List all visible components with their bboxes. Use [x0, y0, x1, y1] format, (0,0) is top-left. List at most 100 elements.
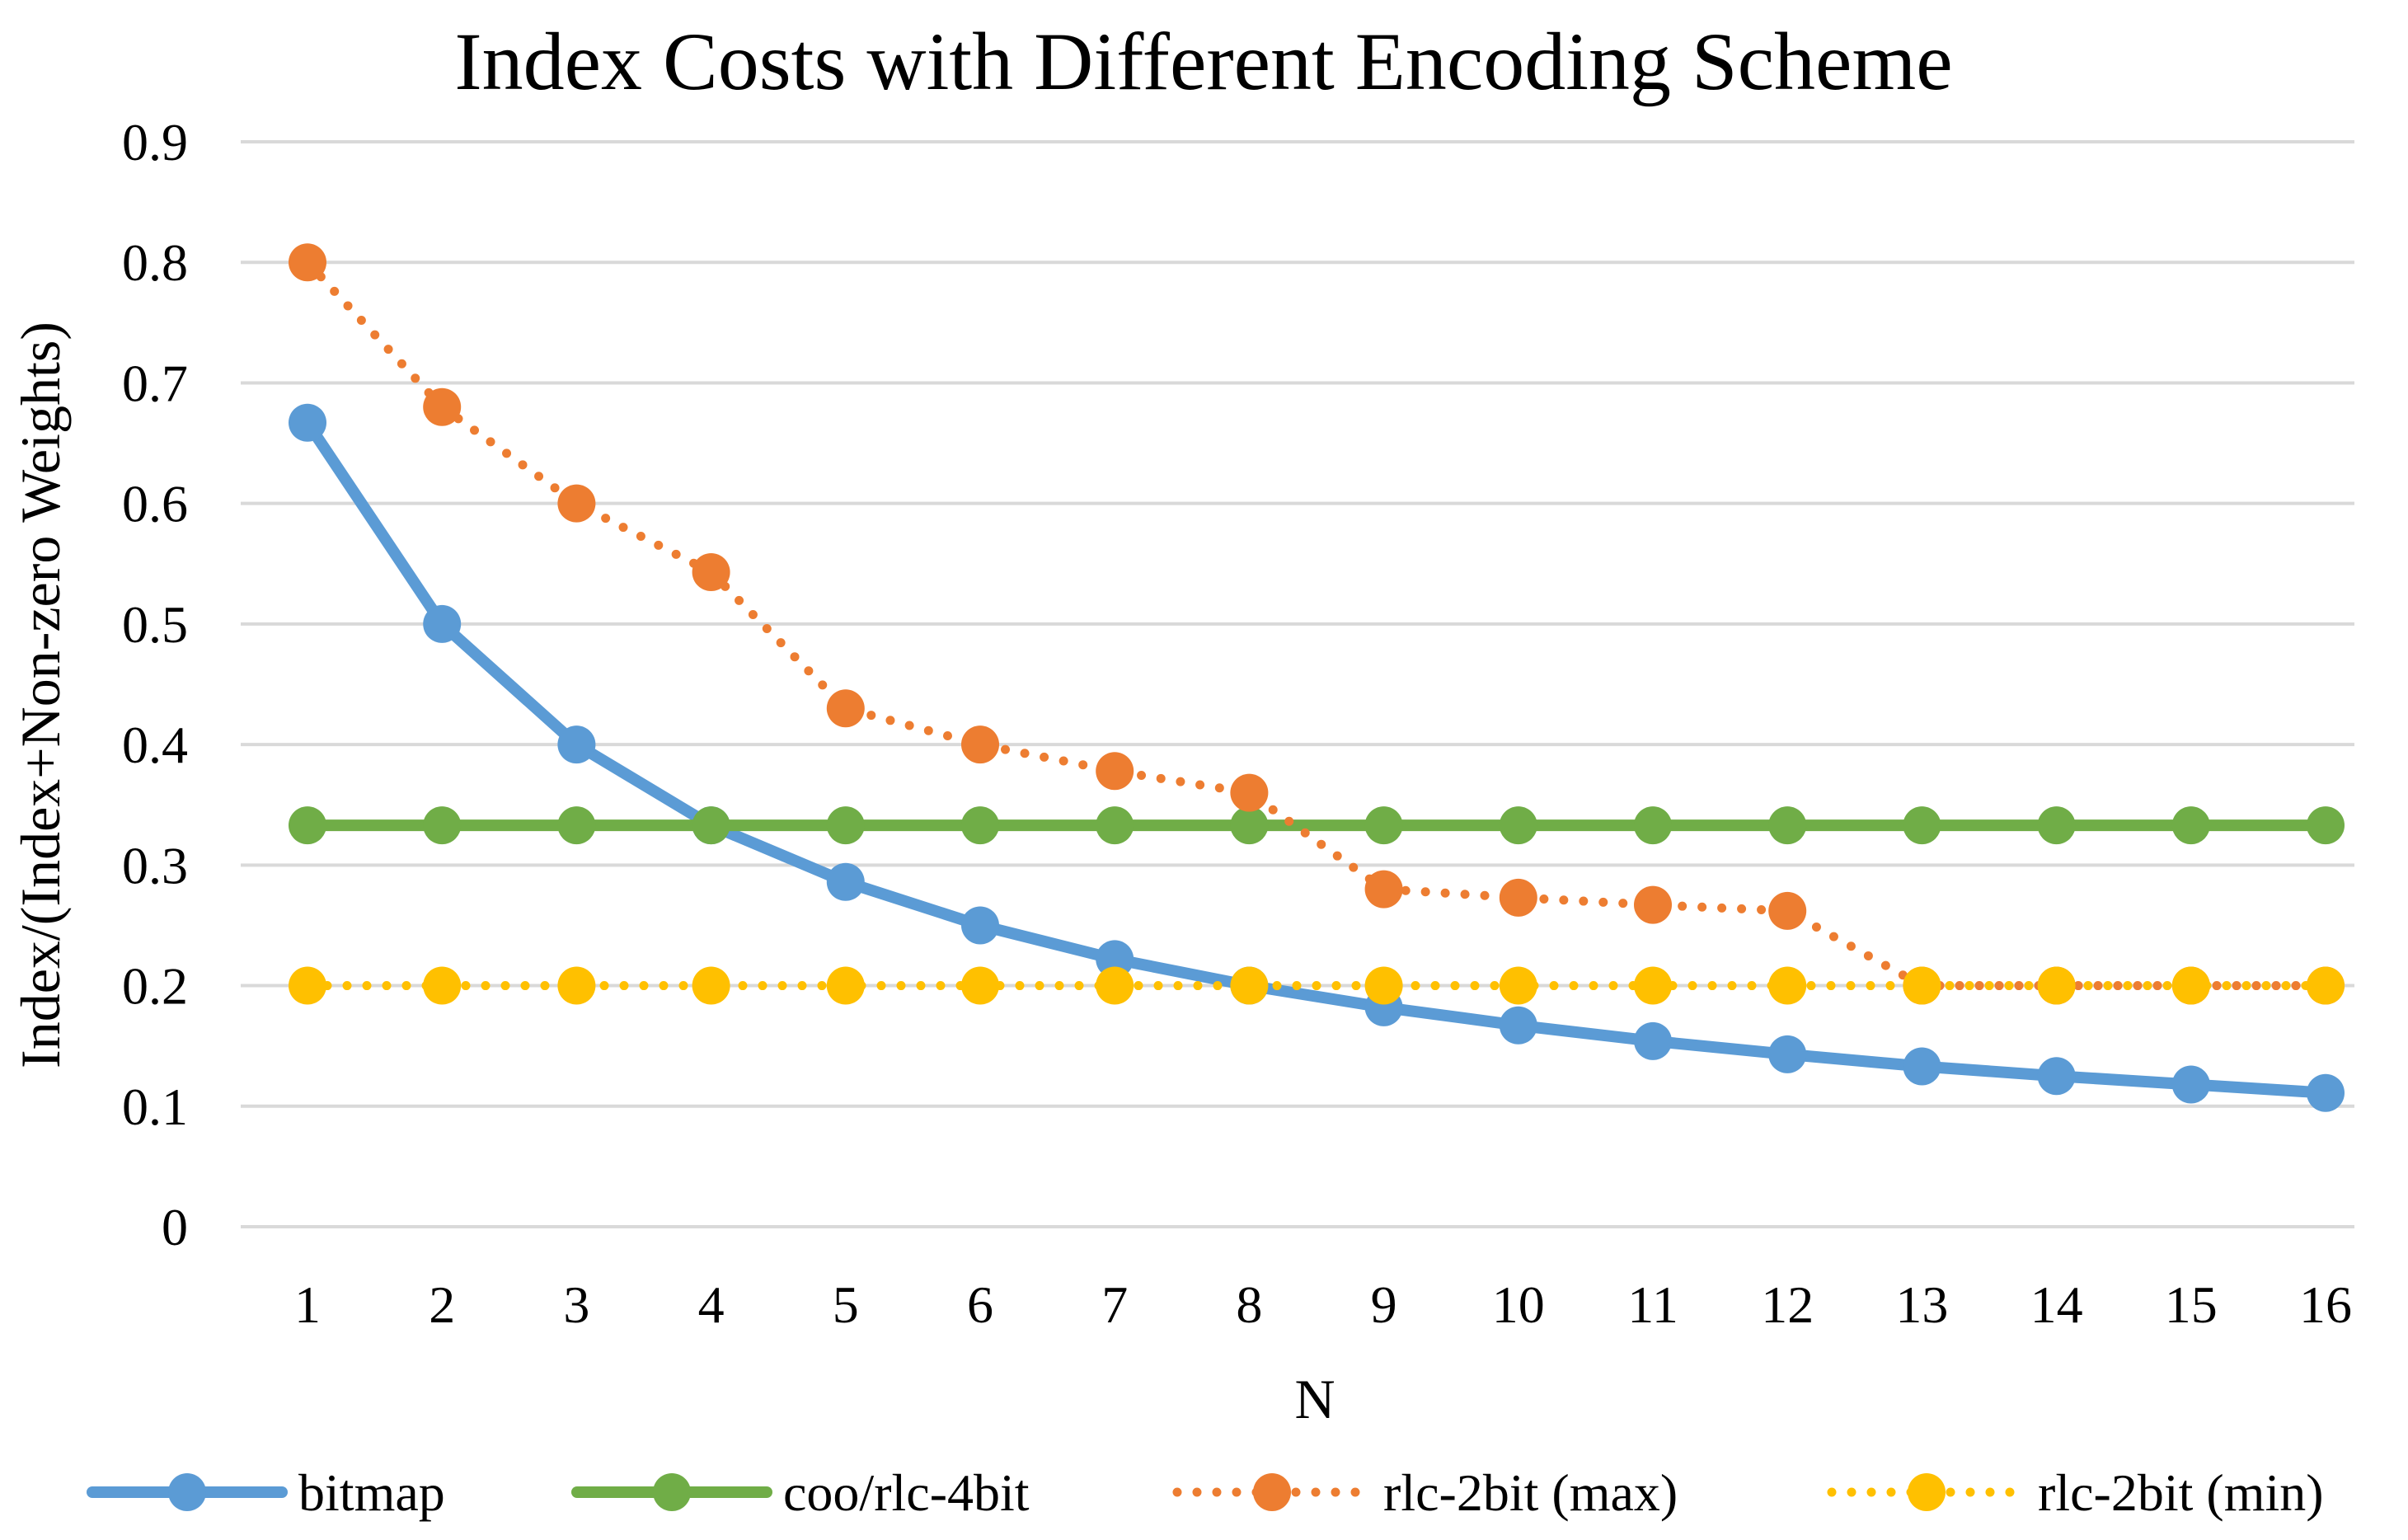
legend-label: rlc-2bit (max) — [1383, 1463, 1678, 1522]
series-line — [303, 257, 2331, 991]
data-point — [2171, 806, 2210, 845]
legend: bitmap coo/rlc-4bit rlc-2bit (max) rlc-2bit… — [87, 1463, 2324, 1522]
legend-swatch-marker — [168, 1473, 206, 1511]
x-tick-label: 14 — [2030, 1275, 2083, 1334]
y-tick-label: 0.6 — [122, 475, 188, 533]
x-tick-label: 13 — [1895, 1275, 1948, 1334]
data-point — [1096, 940, 1134, 979]
data-point — [1768, 806, 1807, 845]
data-point — [2171, 966, 2210, 1005]
data-point — [289, 966, 326, 1005]
data-point — [692, 806, 730, 845]
y-tick-label: 0.1 — [122, 1078, 188, 1136]
data-point — [1230, 773, 1269, 812]
x-tick-label: 6 — [967, 1275, 993, 1334]
data-point — [1364, 870, 1403, 909]
y-tick-label: 0.3 — [122, 836, 188, 894]
data-point — [1768, 1035, 1807, 1073]
y-tick-label: 0.7 — [122, 354, 188, 412]
legend-item: coo/rlc-4bit — [571, 1463, 1030, 1522]
x-tick-label: 12 — [1761, 1275, 1814, 1334]
x-tick-label: 5 — [833, 1275, 859, 1334]
data-point — [692, 966, 730, 1005]
series-3 — [289, 966, 2345, 1005]
data-point — [2171, 1065, 2210, 1104]
data-point — [1768, 966, 1807, 1005]
data-point — [1903, 966, 1941, 1005]
x-tick-label: 11 — [1627, 1275, 1678, 1334]
x-axis-label: N — [1294, 1368, 1335, 1430]
legend-swatch-marker — [1253, 1473, 1291, 1511]
legend-label: bitmap — [298, 1463, 445, 1522]
x-tick-label: 10 — [1492, 1275, 1545, 1334]
data-point — [423, 806, 462, 845]
data-point — [961, 806, 999, 845]
data-point — [1364, 966, 1403, 1005]
data-point — [2307, 806, 2345, 845]
y-tick-label: 0.8 — [122, 233, 188, 292]
data-point — [423, 966, 462, 1005]
x-tick-label: 4 — [698, 1275, 725, 1334]
series-line — [302, 416, 2331, 1099]
data-point — [1096, 806, 1134, 845]
data-point — [289, 806, 326, 845]
data-point — [1499, 878, 1537, 917]
data-point — [2307, 966, 2345, 1005]
x-tick-label: 1 — [294, 1275, 321, 1334]
data-point — [557, 725, 596, 764]
data-point — [2307, 1073, 2345, 1112]
y-tick-label: 0.5 — [122, 595, 188, 654]
legend-item: rlc-2bit (min) — [1827, 1463, 2324, 1522]
legend-item: bitmap — [87, 1463, 445, 1522]
data-point — [961, 906, 999, 945]
data-point — [1634, 885, 1672, 924]
data-point — [1096, 752, 1134, 791]
x-tick-label: 2 — [429, 1275, 455, 1334]
data-point — [289, 403, 326, 442]
data-point — [826, 689, 865, 728]
data-point — [557, 806, 596, 845]
data-point — [1499, 1006, 1537, 1045]
series-layer — [289, 243, 2345, 1112]
data-point — [1903, 806, 1941, 845]
legend-label: coo/rlc-4bit — [783, 1463, 1030, 1522]
y-tick-label: 0 — [162, 1198, 188, 1256]
data-point — [2037, 966, 2076, 1005]
data-point — [961, 725, 999, 764]
y-tick-label: 0.2 — [122, 957, 188, 1016]
data-point — [1499, 806, 1537, 845]
y-tick-labels: 0 0.1 0.2 0.3 0.4 0.5 0.6 0.7 0.8 0.9 — [122, 113, 188, 1256]
data-point — [2037, 806, 2076, 845]
data-point — [289, 243, 326, 282]
y-tick-label: 0.4 — [122, 716, 188, 774]
data-point — [1364, 806, 1403, 845]
x-tick-labels: 1 2 3 4 5 6 7 8 9 10 11 12 13 14 15 16 — [294, 1275, 2352, 1334]
x-tick-label: 16 — [2299, 1275, 2352, 1334]
x-tick-label: 3 — [563, 1275, 589, 1334]
y-axis-label: Index/(Index+Non-zero Weights) — [9, 322, 72, 1068]
data-point — [1634, 966, 1672, 1005]
data-point — [2037, 1057, 2076, 1096]
x-tick-label: 8 — [1236, 1275, 1262, 1334]
data-point — [557, 484, 596, 523]
data-point — [1230, 806, 1269, 845]
data-point — [1768, 891, 1807, 930]
data-point — [1634, 806, 1672, 845]
data-point — [1634, 1021, 1672, 1060]
x-tick-label: 7 — [1101, 1275, 1128, 1334]
legend-swatch-marker — [653, 1473, 691, 1511]
gridlines — [241, 140, 2354, 1228]
data-point — [1230, 966, 1269, 1005]
data-point — [1499, 966, 1537, 1005]
data-point — [557, 966, 596, 1005]
data-point — [826, 806, 865, 845]
y-tick-label: 0.9 — [122, 113, 188, 171]
legend-swatch-marker — [1908, 1473, 1946, 1511]
series-0 — [289, 403, 2345, 1112]
data-point — [826, 862, 865, 901]
x-tick-label: 15 — [2165, 1275, 2218, 1334]
data-point — [423, 604, 462, 643]
legend-label: rlc-2bit (min) — [2038, 1463, 2324, 1522]
